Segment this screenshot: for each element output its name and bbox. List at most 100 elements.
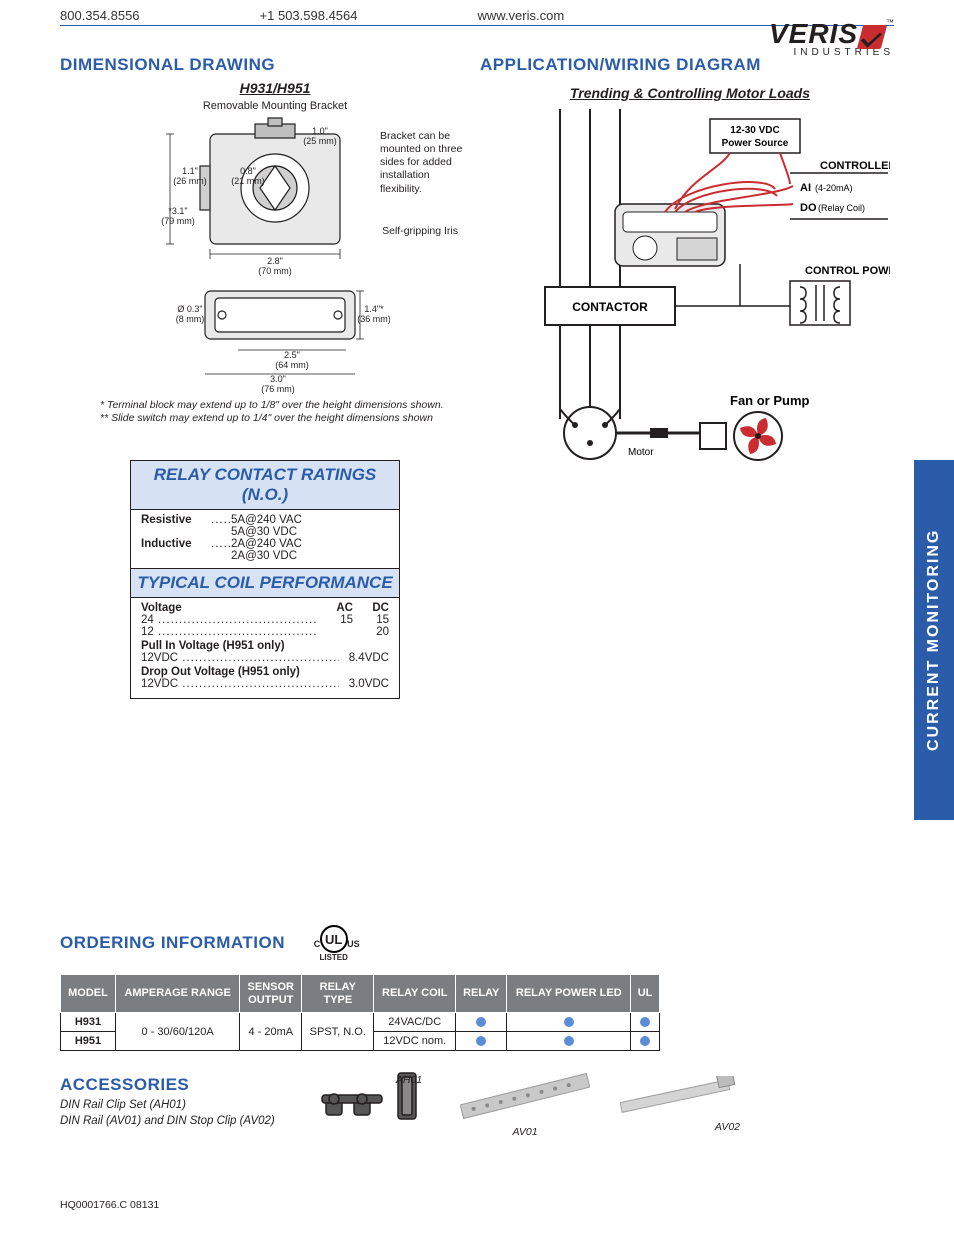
svg-text:(4-20mA): (4-20mA)	[815, 183, 853, 193]
ah01-label: AH01	[354, 1074, 464, 1086]
th-range: AMPERAGE RANGE	[115, 975, 239, 1013]
svg-text:(70 mm): (70 mm)	[258, 266, 292, 276]
svg-text:DO: DO	[800, 202, 817, 214]
av02-label: AV02	[620, 1121, 740, 1133]
svg-text:CONTROLLER: CONTROLLER	[820, 160, 890, 172]
wiring-svg: 12-30 VDC Power Source CONTROLLER AI (4-…	[490, 109, 890, 484]
acc-av02: AV02	[620, 1076, 740, 1133]
dot-icon	[476, 1036, 486, 1046]
cell-range: 0 - 30/60/120A	[115, 1013, 239, 1051]
cell-model-0: H931	[61, 1013, 116, 1032]
voltage-label: Voltage	[141, 602, 317, 614]
svg-text:Power Source: Power Source	[722, 138, 789, 149]
av01-icon	[460, 1071, 590, 1121]
svg-text:(26 mm): (26 mm)	[173, 176, 207, 186]
ac-label: AC	[317, 602, 353, 614]
drawing-footnotes: * Terminal block may extend up to 1/8" o…	[100, 398, 444, 425]
dimensional-svg: 1.1" (26 mm) 0.8" (21 mm) 1.0" (25 mm) *…	[160, 116, 390, 396]
row24-ac: 15	[317, 614, 353, 626]
row24-v: 24	[141, 614, 317, 626]
svg-text:(36 mm): (36 mm)	[357, 314, 390, 324]
svg-text:0.8": 0.8"	[240, 166, 256, 176]
ul-listed-icon: CULUS LISTED	[319, 925, 347, 962]
dropout-val: 3.0VDC	[339, 678, 389, 690]
iris-label: Self-gripping Iris	[382, 225, 458, 237]
cell-ul-0	[631, 1013, 660, 1032]
resistive-val-0: 5A@240 VAC	[231, 514, 302, 526]
dropout-v: 12VDC	[141, 678, 339, 690]
svg-text:1.0": 1.0"	[312, 126, 328, 136]
th-coil: RELAY COIL	[374, 975, 456, 1013]
phone-2: +1 503.598.4564	[260, 8, 358, 23]
logo-mark-icon	[857, 25, 887, 49]
cell-relay-1	[456, 1032, 507, 1051]
svg-text:(8 mm): (8 mm)	[176, 314, 205, 324]
phone-1: 800.354.8556	[60, 8, 140, 23]
cell-led-1	[507, 1032, 631, 1051]
ordering-table: MODEL AMPERAGE RANGE SENSOROUTPUT RELAYT…	[60, 974, 660, 1051]
inductive-val-1: 2A@30 VDC	[231, 550, 297, 562]
svg-text:1.1": 1.1"	[182, 166, 198, 176]
website: www.veris.com	[478, 8, 565, 23]
accessory-images: AH01 AV01	[320, 1071, 740, 1138]
logo-text: VERIS	[769, 18, 858, 49]
svg-text:2.5": 2.5"	[284, 350, 300, 360]
row12-dc: 20	[353, 626, 389, 638]
dimensional-drawing: H931/H951 Removable Mounting Bracket 1.1…	[110, 80, 440, 430]
cell-coil-1: 12VDC nom.	[374, 1032, 456, 1051]
acc-ah01: AH01	[320, 1071, 430, 1138]
dropout-label: Drop Out Voltage (H951 only)	[141, 666, 389, 678]
svg-text:(76 mm): (76 mm)	[261, 384, 295, 394]
logo-tm: ™	[886, 18, 894, 27]
ordering-heading: ORDERING INFORMATION	[60, 933, 285, 953]
th-led: RELAY POWER LED	[507, 975, 631, 1013]
svg-text:Ø 0.3": Ø 0.3"	[177, 304, 202, 314]
cell-model-1: H951	[61, 1032, 116, 1051]
th-relay: RELAY	[456, 975, 507, 1013]
dot-icon	[564, 1017, 574, 1027]
dot-icon	[476, 1017, 486, 1027]
ratings-body: Resistive........5A@240 VAC 5A@30 VDC In…	[131, 510, 399, 568]
ul-listed-text: LISTED	[319, 953, 347, 962]
th-rtype: RELAYTYPE	[302, 975, 374, 1013]
row24-dc: 15	[353, 614, 389, 626]
svg-text:12-30 VDC: 12-30 VDC	[730, 125, 779, 136]
dot-icon	[640, 1017, 650, 1027]
cell-coil-0: 24VAC/DC	[374, 1013, 456, 1032]
pullin-label: Pull In Voltage (H951 only)	[141, 640, 389, 652]
coil-header: TYPICAL COIL PERFORMANCE	[131, 568, 399, 598]
accessories-section: ACCESSORIES DIN Rail Clip Set (AH01) DIN…	[60, 1075, 894, 1127]
drawing-model: H931/H951	[110, 80, 440, 96]
svg-text:(79 mm): (79 mm)	[161, 216, 195, 226]
side-tab: CURRENT MONITORING	[914, 460, 954, 820]
wiring-title: Trending & Controlling Motor Loads	[490, 85, 890, 101]
row12-v: 12	[141, 626, 317, 638]
coil-body: Voltage AC DC 24 15 15 12 20 Pull In Vol…	[131, 598, 399, 698]
cell-sensor: 4 - 20mA	[240, 1013, 302, 1051]
inductive-label: Inductive	[141, 538, 211, 550]
table-row: H931 0 - 30/60/120A 4 - 20mA SPST, N.O. …	[61, 1013, 660, 1032]
av02-icon	[620, 1076, 740, 1116]
cell-led-0	[507, 1013, 631, 1032]
cell-rtype: SPST, N.O.	[302, 1013, 374, 1051]
resistive-label: Resistive	[141, 514, 211, 526]
ratings-header: RELAY CONTACT RATINGS (N.O.)	[131, 461, 399, 510]
cell-ul-1	[631, 1032, 660, 1051]
svg-text:AI: AI	[800, 182, 811, 194]
th-sensor: SENSOROUTPUT	[240, 975, 302, 1013]
svg-text:2.8": 2.8"	[267, 256, 283, 266]
ratings-table: RELAY CONTACT RATINGS (N.O.) Resistive..…	[130, 460, 400, 699]
footnote-2: ** Slide switch may extend up to 1/4" ov…	[100, 412, 444, 424]
svg-text:CONTACTOR: CONTACTOR	[572, 300, 648, 314]
av01-label: AV01	[460, 1126, 590, 1138]
bracket-note: Bracket can be mounted on three sides fo…	[380, 130, 470, 196]
cell-relay-0	[456, 1013, 507, 1032]
svg-text:CONTROL POWER: CONTROL POWER	[805, 265, 890, 277]
th-model: MODEL	[61, 975, 116, 1013]
svg-text:Motor: Motor	[628, 447, 654, 458]
dimensional-heading: DIMENSIONAL DRAWING	[60, 55, 275, 75]
wiring-diagram: Trending & Controlling Motor Loads 12-30…	[490, 85, 890, 489]
wiring-heading: APPLICATION/WIRING DIAGRAM	[480, 55, 761, 75]
inductive-val-0: 2A@240 VAC	[231, 538, 302, 550]
dc-label: DC	[353, 602, 389, 614]
